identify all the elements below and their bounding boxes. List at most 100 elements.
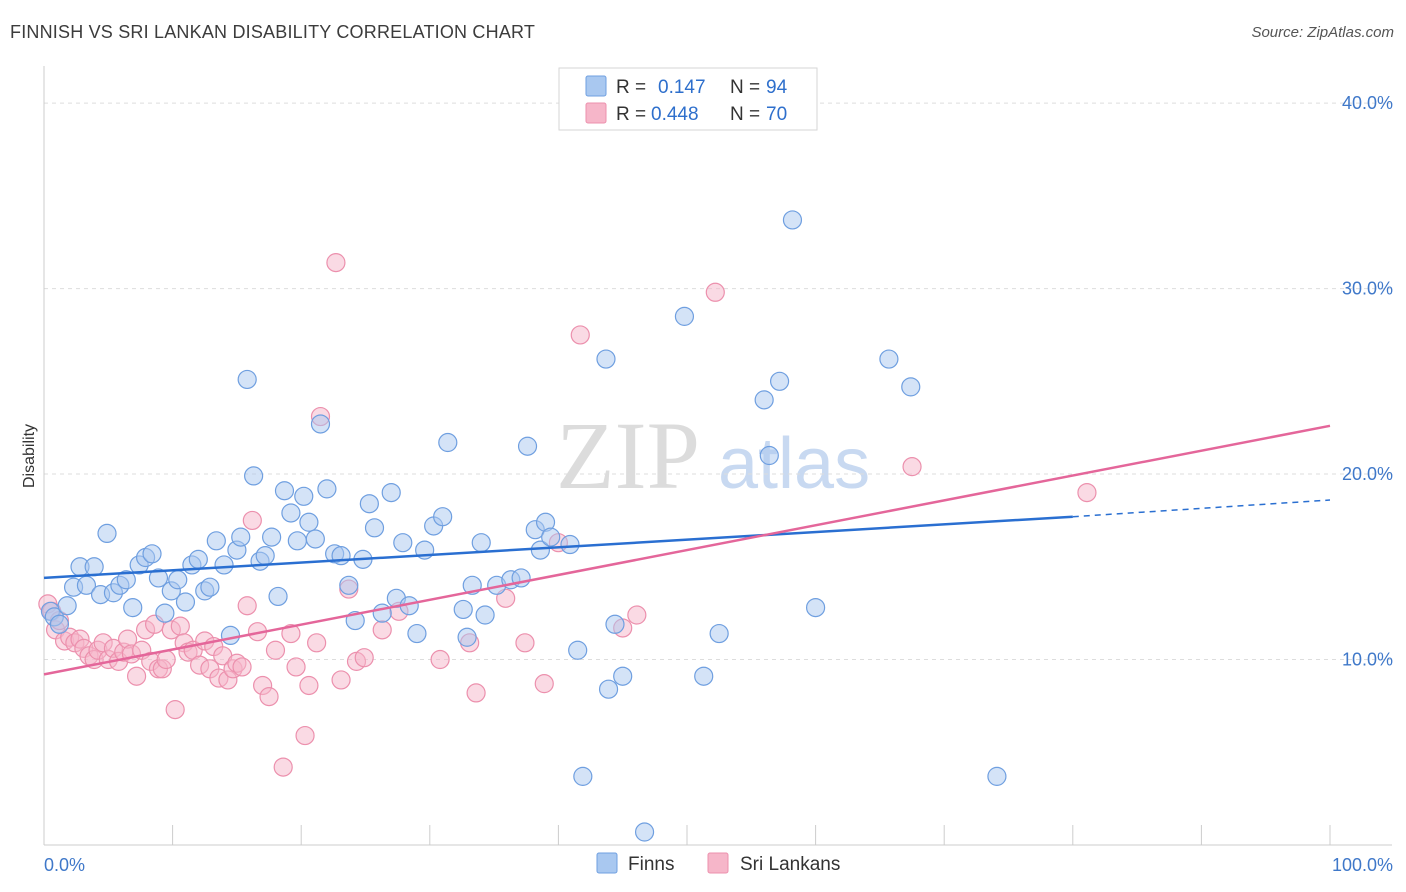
sri-lankans-point-42 (232, 657, 252, 677)
finns-point-31 (237, 369, 257, 390)
finns-point-39 (287, 531, 307, 551)
finns-point-62 (453, 599, 473, 620)
finns-point-60 (433, 507, 453, 527)
watermark-atlas: atlas (718, 424, 870, 504)
chart-title: FINNISH VS SRI LANKAN DISABILITY CORRELA… (10, 22, 536, 42)
x-tick-label-min: 0.0% (44, 855, 85, 875)
finns-point-13 (123, 597, 143, 618)
finns-point-74 (541, 527, 561, 547)
legend-r-label-finns: R = (616, 77, 646, 98)
finns-point-80 (605, 614, 625, 634)
finns-point-65 (471, 533, 491, 553)
finns-point-25 (200, 577, 220, 597)
finns-point-75 (560, 534, 580, 555)
finns-point-47 (339, 575, 359, 595)
finns-point-88 (769, 371, 790, 391)
finns-point-57 (407, 623, 427, 644)
finns-point-43 (310, 414, 331, 434)
sri-lankans-trend-line (43, 424, 1331, 676)
sri-lankans-point-28 (165, 700, 185, 720)
finns-point-79 (598, 679, 619, 699)
finns-point-83 (674, 306, 695, 326)
finns-point-70 (517, 436, 538, 456)
legend-r-value-finns: 0.147 (658, 77, 706, 98)
finns-point-76 (568, 640, 588, 660)
finns-point-55 (393, 533, 413, 553)
finns-point-51 (364, 518, 385, 538)
sri-lankans-point-72 (627, 605, 647, 625)
legend-n-value-sri-lankans: 70 (766, 104, 787, 125)
sri-lankans-point-57 (331, 670, 351, 690)
sri-lankans-point-47 (259, 687, 279, 707)
finns-point-42 (305, 529, 325, 549)
finns-point-63 (457, 627, 477, 647)
finns-point-53 (381, 482, 401, 503)
sri-lankans-point-61 (372, 620, 392, 640)
sri-lankans-point-50 (281, 623, 301, 644)
sri-lankans-point-68 (534, 674, 554, 694)
sri-lankans-point-60 (354, 648, 374, 668)
finns-point-30 (231, 527, 251, 547)
legend-r-value-sri-lankans: 0.448 (651, 104, 699, 125)
y-tick-label-2: 30.0% (1342, 279, 1393, 299)
finns-point-50 (359, 494, 379, 514)
sri-lankans-point-54 (307, 633, 327, 653)
y-axis-label: Disability (21, 424, 38, 488)
finns-point-2 (49, 614, 70, 634)
sri-lankans-point-44 (242, 510, 262, 531)
finns-point-26 (206, 531, 226, 551)
finns-point-81 (613, 666, 633, 686)
sri-lankans-point-67 (515, 633, 535, 653)
finns-point-84 (694, 666, 714, 686)
finns-point-3 (57, 596, 77, 616)
source-label: Source: ZipAtlas.com (1251, 24, 1394, 41)
bottom-legend-swatch-sri-lankans (707, 852, 729, 874)
legend: R = 0.147 N = 94 R = 0.448 N = 70 (558, 67, 818, 131)
watermark-zip: ZIP (556, 402, 700, 509)
finns-point-85 (709, 623, 729, 644)
sri-lankans-point-70 (570, 325, 590, 345)
finns-point-87 (759, 445, 779, 466)
finns-point-66 (475, 605, 495, 625)
sri-lankans-point-66 (496, 588, 516, 608)
finns-point-12 (116, 570, 136, 590)
finns-point-27 (214, 555, 234, 575)
legend-swatch-sri-lankans (585, 102, 607, 124)
sri-lankans-point-49 (273, 757, 293, 777)
bottom-legend-swatch-finns (596, 852, 618, 874)
finns-point-21 (175, 592, 196, 612)
finns-point-44 (317, 479, 337, 499)
sri-lankans-point-53 (299, 675, 319, 696)
legend-n-label-sri-lankans: N = (730, 104, 760, 125)
finns-point-38 (281, 503, 301, 523)
finns-point-17 (148, 568, 169, 588)
finns-point-28 (220, 625, 241, 646)
sri-lankans-point-51 (286, 657, 306, 677)
sri-lankans-point-43 (237, 596, 257, 616)
finns-trend-line (43, 515, 1073, 580)
finns-point-82 (634, 822, 655, 842)
y-tick-labels: 10.0% 20.0% 30.0% 40.0% (1342, 93, 1393, 669)
sri-lankans-point-48 (265, 640, 286, 660)
bottom-legend-label-finns: Finns (628, 854, 674, 875)
finns-point-78 (596, 349, 616, 369)
finns-point-92 (901, 377, 921, 397)
bottom-legend-label-sri-lankans: Sri Lankans (740, 854, 840, 875)
finns-points (40, 210, 1007, 842)
finns-point-18 (155, 603, 175, 623)
finns-point-90 (805, 597, 826, 618)
y-tick-label-3: 40.0% (1342, 93, 1393, 113)
x-tick-label-max: 100.0% (1332, 855, 1393, 875)
finns-point-7 (84, 557, 104, 577)
sri-lankans-point-56 (326, 253, 346, 273)
finns-point-35 (262, 527, 282, 547)
finns-point-20 (168, 570, 188, 590)
legend-n-value-finns: 94 (766, 77, 788, 98)
y-tick-label-1: 20.0% (1342, 464, 1393, 484)
sri-lankans-point-74 (902, 457, 922, 477)
legend-n-label-finns: N = (730, 77, 760, 98)
finns-point-9 (97, 523, 117, 544)
finns-point-37 (274, 481, 295, 501)
finns-point-93 (987, 766, 1007, 786)
